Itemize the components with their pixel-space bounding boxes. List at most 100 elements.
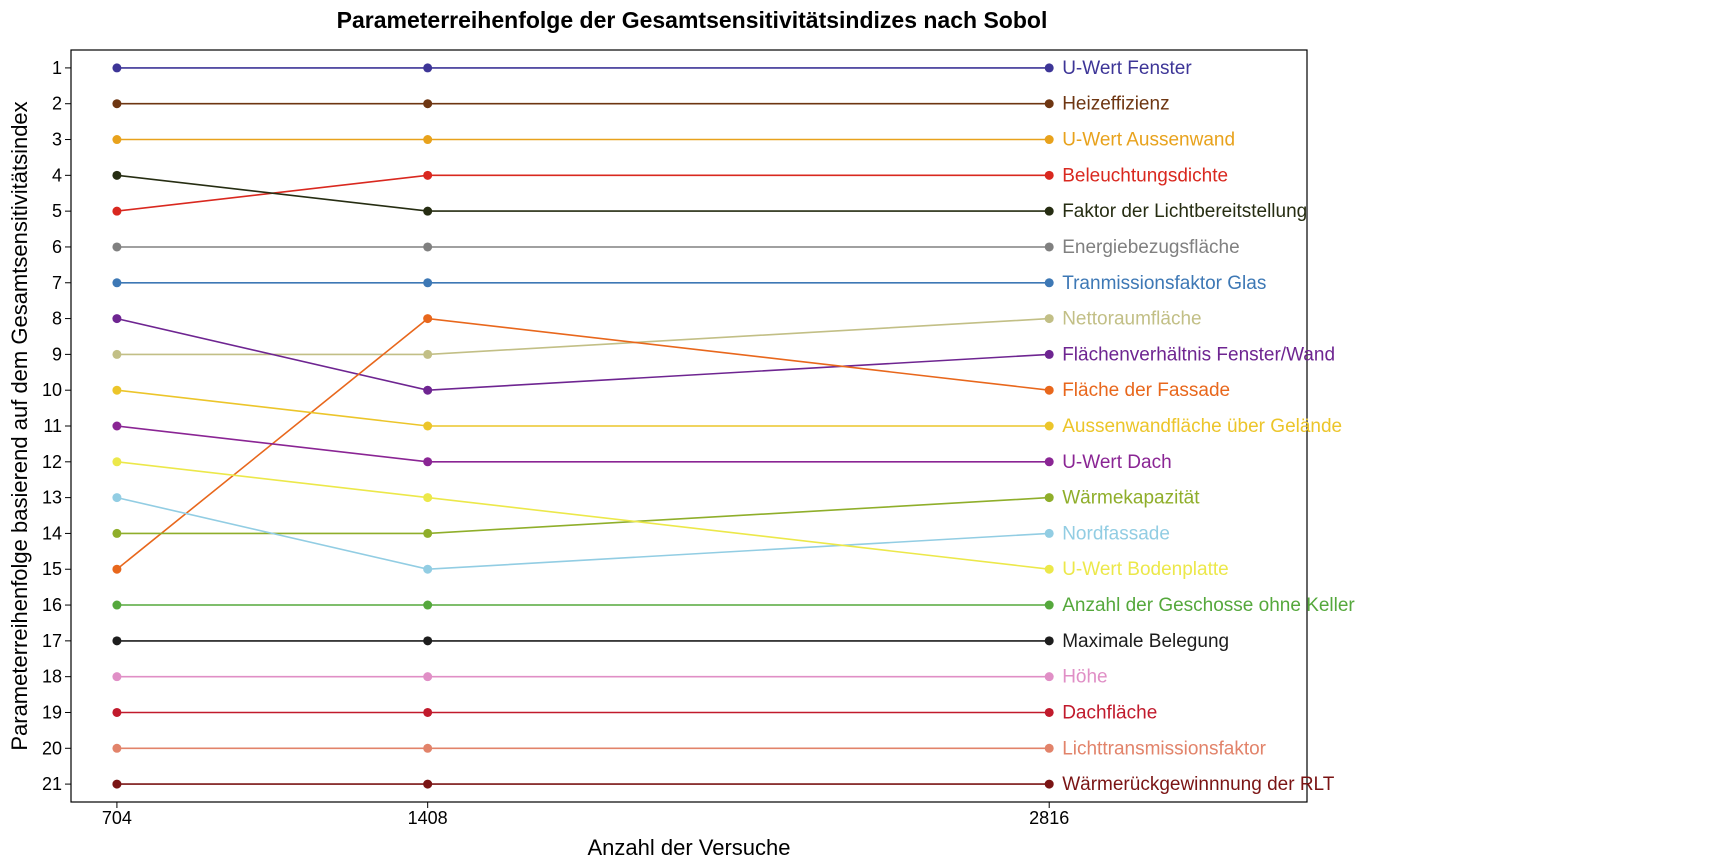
y-tick-label: 1	[52, 58, 62, 78]
y-tick-label: 12	[42, 452, 62, 472]
y-tick-label: 13	[42, 488, 62, 508]
data-point	[112, 63, 122, 73]
y-tick-label: 6	[52, 237, 62, 257]
data-point	[1044, 314, 1054, 324]
data-point	[112, 779, 122, 789]
data-point	[423, 63, 433, 73]
y-tick-label: 3	[52, 130, 62, 150]
data-point	[1044, 242, 1054, 252]
series-label: Aussenwandfläche über Gelände	[1062, 416, 1342, 437]
y-tick-label: 4	[52, 165, 62, 185]
y-tick-label: 15	[42, 559, 62, 579]
series-label: Energiebezugsfläche	[1062, 237, 1239, 258]
series: Nordfassade	[112, 493, 1170, 574]
data-point	[112, 99, 122, 109]
data-point	[112, 707, 122, 717]
x-tick-label: 2816	[1029, 808, 1069, 828]
series-line	[116, 174, 1050, 212]
data-point	[423, 636, 433, 646]
data-point	[112, 135, 122, 145]
data-point	[112, 528, 122, 538]
x-axis-label: Anzahl der Versuche	[587, 835, 790, 860]
y-tick-label: 20	[42, 738, 62, 758]
data-point	[1044, 493, 1054, 503]
series-label: U-Wert Aussenwand	[1062, 130, 1235, 151]
series-label: U-Wert Fenster	[1062, 58, 1192, 79]
data-point	[1044, 707, 1054, 717]
data-point	[1044, 170, 1054, 180]
data-point	[112, 314, 122, 324]
series-label: U-Wert Bodenplatte	[1062, 559, 1229, 580]
data-point	[112, 743, 122, 753]
series: Wärmerückgewinnnung der RLT	[112, 774, 1335, 795]
data-point	[423, 349, 433, 359]
series: Tranmissionsfaktor Glas	[112, 273, 1266, 294]
series-label: Dachfläche	[1062, 702, 1157, 723]
series-label: Faktor der Lichtbereitstellung	[1062, 201, 1307, 222]
series: Lichttransmissionsfaktor	[112, 738, 1267, 759]
series: Heizeffizienz	[112, 94, 1170, 115]
data-point	[1044, 63, 1054, 73]
series: U-Wert Fenster	[112, 58, 1192, 79]
data-point	[112, 170, 122, 180]
data-point	[423, 743, 433, 753]
data-point	[1044, 600, 1054, 610]
y-tick-label: 7	[52, 273, 62, 293]
series: Dachfläche	[112, 702, 1157, 723]
series: U-Wert Dach	[112, 421, 1172, 473]
series-label: Nordfassade	[1062, 523, 1170, 544]
series: Anzahl der Geschosse ohne Keller	[112, 595, 1355, 616]
y-tick-label: 8	[52, 309, 62, 329]
series: U-Wert Bodenplatte	[112, 457, 1229, 580]
data-point	[1044, 206, 1054, 216]
y-tick-label: 14	[42, 523, 62, 543]
data-point	[112, 278, 122, 288]
data-point	[423, 528, 433, 538]
series: Nettoraumfläche	[112, 309, 1202, 359]
y-tick-label: 21	[42, 774, 62, 794]
x-tick-label: 704	[102, 808, 132, 828]
data-point	[1044, 636, 1054, 646]
y-tick-label: 5	[52, 201, 62, 221]
series: Aussenwandfläche über Gelände	[112, 385, 1342, 437]
data-point	[1044, 457, 1054, 467]
series: Wärmekapazität	[112, 488, 1200, 538]
data-point	[1044, 135, 1054, 145]
data-point	[423, 707, 433, 717]
x-axis: 704 1408 2816	[102, 802, 1069, 828]
series-group: U-Wert Fenster Heizeffizienz U-Wert Aussen…	[112, 58, 1355, 795]
data-point	[423, 493, 433, 503]
data-point	[423, 206, 433, 216]
data-point	[1044, 564, 1054, 574]
data-point	[112, 421, 122, 431]
data-point	[1044, 672, 1054, 682]
series-label: Beleuchtungsdichte	[1062, 165, 1228, 186]
data-point	[112, 672, 122, 682]
x-tick-label: 1408	[408, 808, 448, 828]
data-point	[112, 564, 122, 574]
data-point	[423, 278, 433, 288]
data-point	[423, 314, 433, 324]
data-point	[1044, 385, 1054, 395]
data-point	[423, 779, 433, 789]
data-point	[423, 135, 433, 145]
y-tick-label: 17	[42, 631, 62, 651]
y-tick-label: 10	[42, 380, 62, 400]
series-label: Anzahl der Geschosse ohne Keller	[1062, 595, 1355, 616]
series-label: Flächenverhältnis Fenster/Wand	[1062, 344, 1335, 365]
data-point	[1044, 421, 1054, 431]
data-point	[423, 457, 433, 467]
y-tick-label: 19	[42, 702, 62, 722]
chart-title: Parameterreihenfolge der Gesamtsensitivi…	[337, 7, 1048, 33]
series: Beleuchtungsdichte	[112, 165, 1228, 216]
data-point	[423, 421, 433, 431]
data-point	[1044, 349, 1054, 359]
data-point	[1044, 528, 1054, 538]
data-point	[423, 242, 433, 252]
series-line	[116, 174, 1050, 212]
data-point	[423, 672, 433, 682]
data-point	[1044, 779, 1054, 789]
series-label: Maximale Belegung	[1062, 631, 1229, 652]
data-point	[112, 493, 122, 503]
